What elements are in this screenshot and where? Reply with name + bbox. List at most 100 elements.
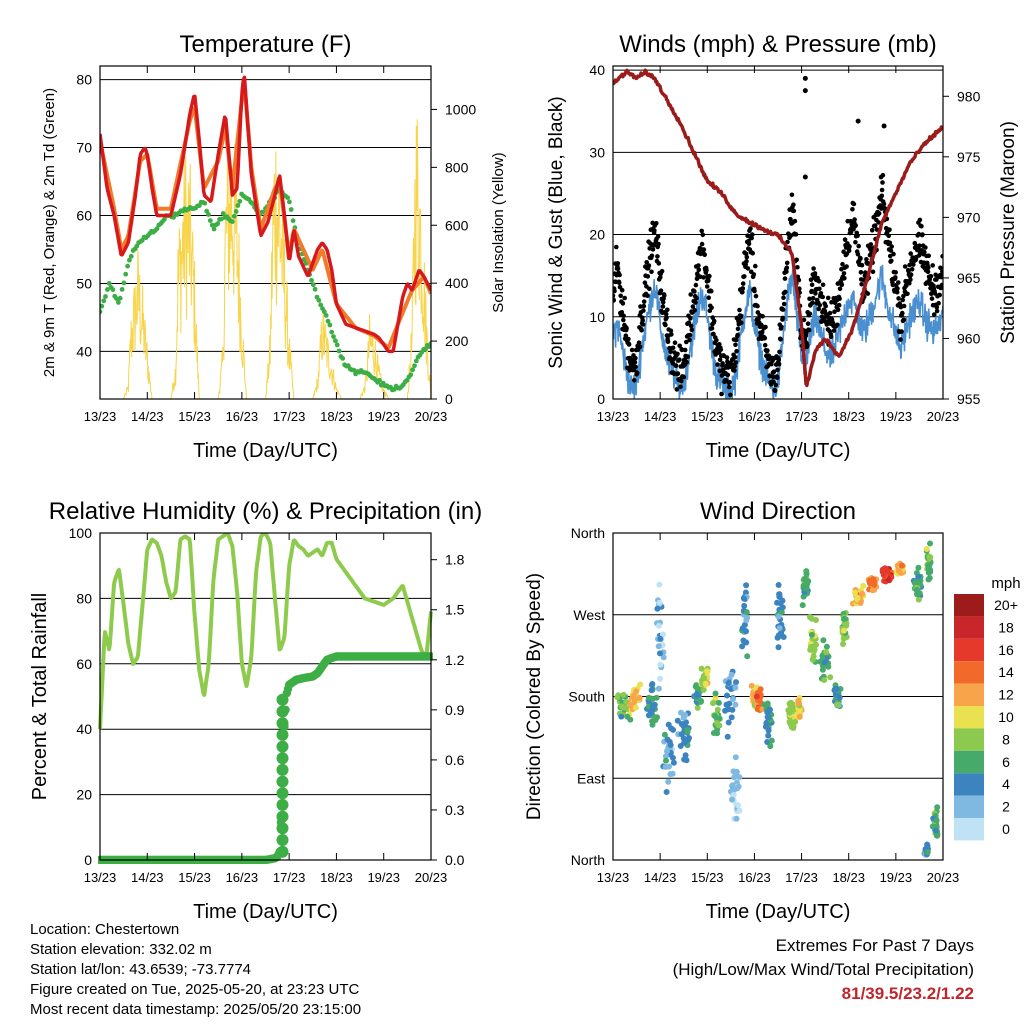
gust-point xyxy=(791,208,797,214)
station-location: Location: Chestertown xyxy=(30,921,180,938)
gust-point xyxy=(831,328,837,333)
gust-point xyxy=(763,324,768,330)
gust-point xyxy=(724,355,730,360)
wind-direction-point xyxy=(621,704,627,711)
wind-direction-point xyxy=(636,694,643,701)
y-tick-label: 60 xyxy=(76,656,92,672)
gust-outlier xyxy=(855,118,861,124)
legend-label: 16 xyxy=(998,642,1014,658)
wind-direction-point xyxy=(662,753,669,760)
wind-direction-point xyxy=(776,625,783,632)
gust-point xyxy=(781,301,787,307)
wind-direction-point xyxy=(833,685,840,692)
gust-point xyxy=(687,332,693,338)
gust-point xyxy=(756,316,761,322)
wind-direction-point xyxy=(670,759,677,766)
wind-direction-point xyxy=(757,686,764,693)
gust-point xyxy=(771,369,777,375)
x-tick-label: 14/23 xyxy=(131,870,164,885)
gust-point xyxy=(675,351,680,357)
gust-point xyxy=(692,308,698,313)
wind-direction-point xyxy=(803,581,810,588)
gust-point xyxy=(817,303,823,308)
gust-point xyxy=(846,248,852,254)
rainfall-point xyxy=(276,728,289,741)
gust-point xyxy=(732,364,737,369)
gust-point xyxy=(810,300,815,306)
figure-created: Figure created on Tue, 2025-05-20, at 23… xyxy=(30,981,360,998)
gust-point xyxy=(940,253,943,259)
legend-label: 12 xyxy=(998,687,1014,703)
gust-point xyxy=(664,315,669,321)
legend-label: 20+ xyxy=(994,597,1018,613)
x-tick-label: 19/23 xyxy=(367,870,400,885)
gust-point xyxy=(917,243,922,248)
y-tick-label: 20 xyxy=(76,787,92,803)
dewpoint-point xyxy=(325,318,331,324)
dewpoint-point xyxy=(309,277,314,283)
wind-direction-point xyxy=(841,615,848,622)
wind-direction-point xyxy=(761,701,768,708)
gust-point xyxy=(816,279,822,284)
wind-direction-point xyxy=(697,698,704,705)
wind-direction-point xyxy=(859,590,866,597)
y-tick-label: 0 xyxy=(84,852,92,868)
gust-point xyxy=(778,337,783,342)
gust-point xyxy=(858,256,863,261)
dewpoint-point xyxy=(310,282,316,288)
gust-point xyxy=(895,286,900,291)
gust-point xyxy=(938,265,943,271)
gust-point xyxy=(692,289,697,294)
gust-point xyxy=(614,244,619,250)
plot-frame xyxy=(99,65,432,400)
dewpoint-point xyxy=(230,219,235,225)
gust-point xyxy=(906,268,911,274)
series-station-pressure xyxy=(613,68,943,388)
rainfall-point xyxy=(276,787,289,800)
plot-frame xyxy=(612,65,944,400)
gust-point xyxy=(634,371,640,376)
gust-point xyxy=(660,299,666,305)
rainfall-point xyxy=(276,822,289,835)
wind-direction-point xyxy=(767,706,773,713)
gust-point xyxy=(782,276,788,281)
chart-title: Temperature (F) xyxy=(179,31,351,58)
y-tick-label: 40 xyxy=(589,62,605,78)
gust-point xyxy=(900,310,905,316)
gust-point xyxy=(928,273,934,279)
gust-point xyxy=(656,241,661,247)
wind-direction-point xyxy=(712,694,719,701)
gust-point xyxy=(682,347,688,353)
y-tick-label-right: 1000 xyxy=(445,101,476,117)
gust-point xyxy=(853,223,858,228)
gust-point xyxy=(745,266,751,271)
wind-direction-point xyxy=(655,685,662,692)
dewpoint-point xyxy=(117,295,123,301)
y-tick-label-right: 960 xyxy=(957,330,981,346)
wind-direction-point xyxy=(661,731,668,738)
gust-point xyxy=(868,242,874,247)
gust-point xyxy=(709,325,715,331)
gust-point xyxy=(744,259,749,264)
wind-direction-point xyxy=(698,665,705,672)
plot-area xyxy=(100,75,431,399)
gust-point xyxy=(637,344,643,350)
gust-point xyxy=(887,240,893,246)
dewpoint-point xyxy=(410,367,415,373)
gust-point xyxy=(872,223,878,228)
gust-point xyxy=(805,343,810,348)
gust-point xyxy=(784,260,790,266)
speed-legend: mph 20+ 18 16 14 12 10 8 6 4 2 0 xyxy=(954,575,1021,841)
rainfall-point xyxy=(276,763,289,776)
gust-point xyxy=(773,382,779,388)
wind-direction-point xyxy=(786,709,793,716)
gust-point xyxy=(770,374,776,380)
gust-point xyxy=(859,262,865,268)
wind-direction-point xyxy=(665,721,672,728)
gust-point xyxy=(689,327,695,333)
gust-point xyxy=(687,337,692,343)
gust-point xyxy=(828,334,834,340)
wind-direction-point xyxy=(775,613,782,620)
gust-point xyxy=(772,388,778,394)
gust-point xyxy=(781,295,786,301)
